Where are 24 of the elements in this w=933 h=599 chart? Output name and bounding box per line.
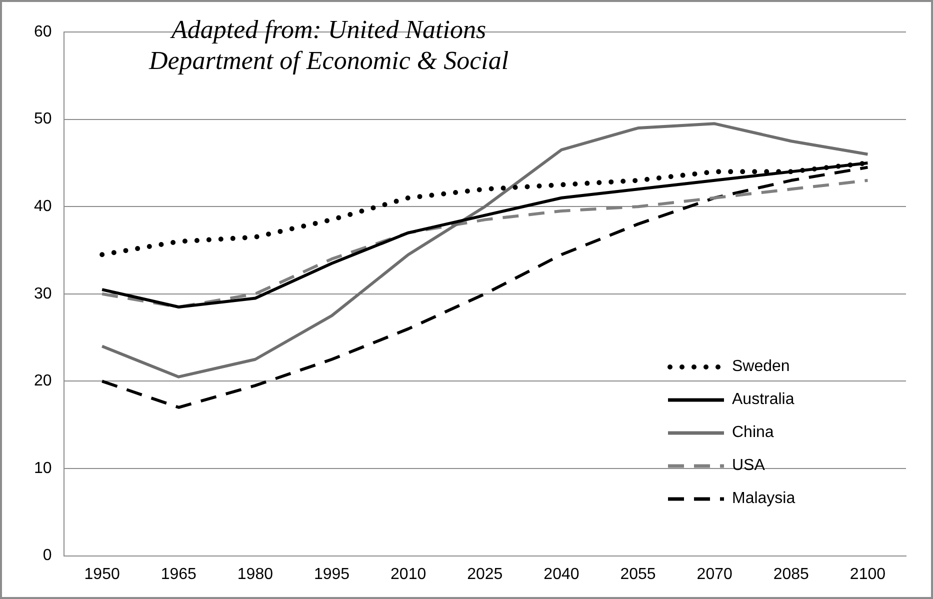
- x-tick-label: 2085: [773, 566, 810, 583]
- y-tick-label: 60: [34, 23, 52, 40]
- y-tick-label: 50: [34, 110, 52, 128]
- x-tick-label: 1980: [237, 566, 274, 583]
- legend-label: China: [732, 424, 774, 442]
- legend-label: Australia: [732, 391, 794, 410]
- y-tick-label: 20: [34, 372, 52, 390]
- y-tick-label: 40: [34, 198, 52, 216]
- x-tick-label: 2040: [544, 566, 580, 583]
- x-tick-label: 2025: [467, 566, 503, 583]
- x-tick-label: 2070: [696, 566, 732, 583]
- y-tick-label: 30: [34, 285, 52, 302]
- y-tick-label: 0: [42, 547, 52, 564]
- legend-label: Malaysia: [732, 490, 796, 508]
- legend-label: USA: [732, 457, 765, 476]
- annotation: Adapted from: United Nations Department of Economic & Social: [148, 14, 510, 76]
- x-tick-label: 2010: [390, 566, 426, 583]
- x-tick-label: 1995: [314, 566, 350, 583]
- x-tick-label: 2100: [850, 566, 886, 583]
- x-tick-label: 2055: [620, 566, 656, 583]
- x-tick-label: 1950: [84, 566, 120, 583]
- x-tick-label: 1965: [160, 566, 197, 583]
- legend-label: Sweden: [732, 358, 790, 376]
- y-tick-label: 10: [34, 460, 52, 477]
